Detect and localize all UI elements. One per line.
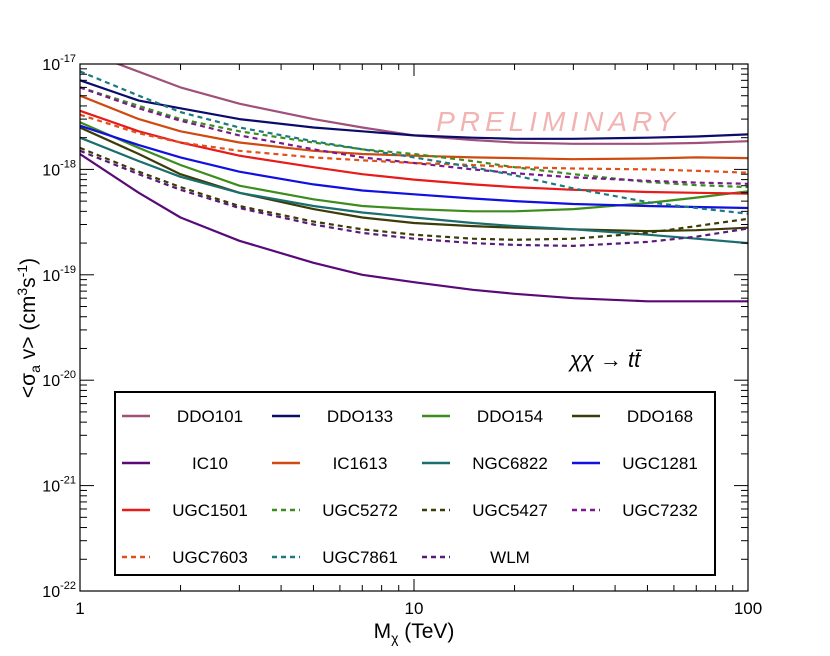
series-line-ugc1281 [80, 124, 748, 210]
series-line-ic1613 [80, 94, 748, 161]
y-tick-label: 10-21 [42, 475, 76, 496]
legend-label-ngc6822: NGC6822 [472, 454, 548, 473]
axis-ticks [79, 64, 748, 592]
series-line-ddo133 [80, 79, 748, 140]
legend-label-ugc7861: UGC7861 [322, 548, 398, 567]
legend-label-ugc5272: UGC5272 [322, 501, 398, 520]
x-tick-label: 10 [405, 599, 424, 618]
x-axis-label: Mχ (TeV) [374, 620, 455, 646]
legend-label-ugc7603: UGC7603 [172, 548, 248, 567]
legend-label-ugc7232: UGC7232 [622, 501, 698, 520]
x-tick-label: 100 [734, 599, 762, 618]
series-line-ddo154 [80, 121, 748, 213]
legend-label-ddo154: DDO154 [477, 407, 543, 426]
legend-label-ddo101: DDO101 [177, 407, 243, 426]
series-line-wlm [80, 149, 748, 247]
legend-label-ddo133: DDO133 [327, 407, 393, 426]
series-line-ic10 [80, 153, 748, 303]
legend: DDO101 DDO133 DDO154 DDO168 IC10 IC1613 NGC682… [114, 391, 716, 576]
series-line-ugc5272 [80, 86, 748, 189]
preliminary-watermark: PRELIMINARY [436, 106, 680, 137]
series-line-ngc6822 [80, 136, 748, 245]
x-tick-label: 1 [75, 599, 84, 618]
y-axis-label: <σa v> (cm3s-1) [14, 258, 43, 398]
y-tick-label: 10-17 [42, 53, 76, 74]
series-line-ddo168 [80, 126, 748, 233]
legend-label-ugc1501: UGC1501 [172, 501, 248, 520]
y-tick-labels: 10-22 10-21 10-20 10-19 10-18 10-17 [42, 53, 76, 601]
legend-label-wlm: WLM [490, 548, 530, 567]
legend-label-ic1613: IC1613 [333, 454, 388, 473]
legend-label-ic10: IC10 [192, 454, 228, 473]
series-line-ugc1501 [80, 109, 748, 195]
y-tick-label: 10-19 [42, 264, 76, 285]
legend-box [114, 391, 716, 576]
channel-label: χχ → tt̄ [568, 347, 643, 372]
legend-label-ugc1281: UGC1281 [622, 454, 698, 473]
series-line-ugc5427 [80, 146, 748, 241]
x-tick-labels: 1 10 100 [75, 599, 762, 618]
legend-label-ddo168: DDO168 [627, 407, 693, 426]
series-line-ugc7232 [80, 86, 748, 185]
legend-label-ugc5427: UGC5427 [472, 501, 548, 520]
series-line-ugc7861 [80, 70, 748, 215]
series-lines [80, 64, 748, 303]
y-tick-label: 10-22 [42, 580, 76, 601]
y-tick-label: 10-20 [42, 369, 76, 390]
y-tick-label: 10-18 [42, 158, 76, 179]
